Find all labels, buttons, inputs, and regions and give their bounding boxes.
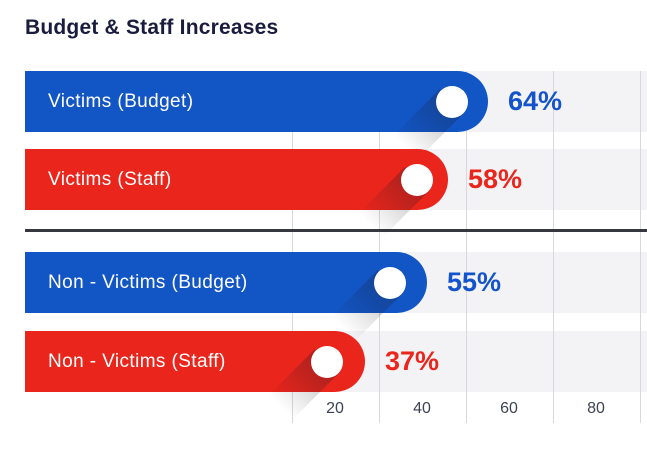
bar-victims-budget: Victims (Budget) <box>25 71 488 132</box>
chart-title: Budget & Staff Increases <box>25 16 279 39</box>
value-label: 64% <box>508 86 563 116</box>
bar-label: Victims (Budget) <box>48 90 194 112</box>
x-axis-tick: 80 <box>587 400 605 417</box>
knob-circle <box>374 266 406 299</box>
bar-nonvictims-budget: Non - Victims (Budget) <box>25 252 427 313</box>
gridline <box>292 71 293 423</box>
group-separator-line <box>25 229 647 232</box>
gridline <box>640 71 641 423</box>
bar-row-nonvictims-budget: Non - Victims (Budget) 55% <box>0 252 647 354</box>
bar-label: Non - Victims (Budget) <box>48 271 248 293</box>
bar-row-victims-budget: Victims (Budget) 64% <box>0 71 647 173</box>
x-axis-tick: 40 <box>413 400 431 417</box>
knob-circle <box>311 345 343 378</box>
x-axis-tick: 60 <box>500 400 518 417</box>
gridline <box>379 71 380 423</box>
bar-label: Non - Victims (Staff) <box>48 350 226 372</box>
x-axis-tick: 20 <box>326 400 344 417</box>
bar-victims-staff: Victims (Staff) <box>25 149 448 210</box>
value-label: 55% <box>447 267 502 297</box>
bar-label: Victims (Staff) <box>48 168 172 190</box>
bar-row-nonvictims-staff: Non - Victims (Staff) 37% <box>0 331 647 433</box>
knob-circle <box>401 163 433 196</box>
gridline <box>553 71 554 423</box>
value-label: 37% <box>385 346 440 376</box>
bar-row-victims-staff: Victims (Staff) 58% <box>0 149 647 251</box>
value-label: 58% <box>468 164 523 194</box>
knob-circle <box>436 85 468 118</box>
bar-nonvictims-staff: Non - Victims (Staff) <box>25 331 365 392</box>
gridline <box>466 71 467 423</box>
